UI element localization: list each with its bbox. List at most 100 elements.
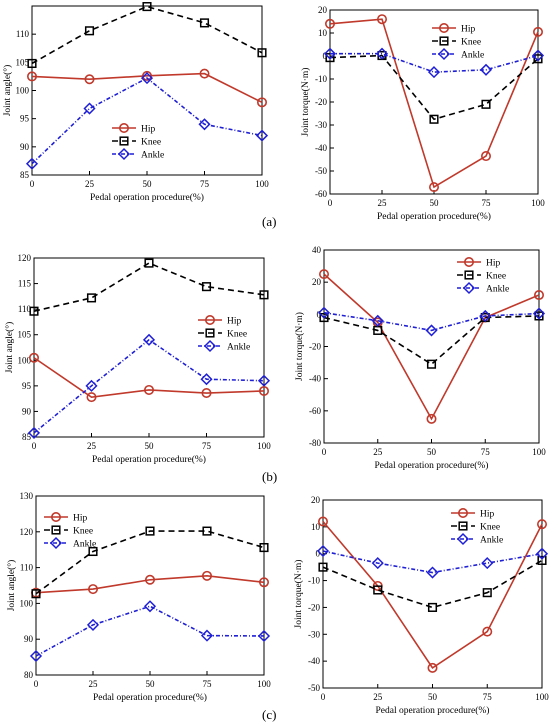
x-tick-label: 50 <box>427 447 437 457</box>
data-point-hip <box>318 269 329 280</box>
legend: Hip Knee Ankle <box>457 256 509 295</box>
data-point-ankle <box>200 373 213 386</box>
data-point-ankle <box>86 618 100 631</box>
x-tick-label: 50 <box>143 179 153 189</box>
y-tick-label: -80 <box>309 438 321 448</box>
y-tick-label: -40 <box>315 143 327 153</box>
legend-marker <box>457 507 468 518</box>
legend-label: Hip <box>141 125 156 135</box>
series-line-knee <box>35 530 265 595</box>
legend-label: Ankle <box>480 536 503 546</box>
data-point-knee <box>426 359 437 369</box>
data-point-hip <box>258 577 269 588</box>
y-tick-label: 85 <box>20 170 30 180</box>
series-hip <box>26 68 267 108</box>
x-tick-label: 25 <box>89 679 99 689</box>
data-point-knee <box>88 546 98 557</box>
legend-label: Hip <box>461 25 476 35</box>
legend-marker <box>51 525 61 535</box>
series-ankle <box>27 333 271 439</box>
y-axis-label: Joint angle(°) <box>2 65 13 117</box>
x-tick-label: 100 <box>257 679 271 689</box>
x-tick-label: 0 <box>34 679 39 689</box>
y-tick-label: -30 <box>308 629 320 639</box>
data-point-knee <box>142 2 152 12</box>
series-line-knee <box>31 5 263 65</box>
x-tick-label: 100 <box>532 447 546 457</box>
y-axis-label: Joint angle(°) <box>4 322 15 374</box>
y-tick-label: 10 <box>318 28 328 38</box>
series-knee <box>31 526 269 599</box>
y-tick-label: 120 <box>18 253 32 263</box>
y-tick-label: -30 <box>315 120 327 130</box>
data-point-hip <box>26 71 37 82</box>
y-tick-label: 120 <box>20 527 34 537</box>
series-line-hip <box>322 520 543 669</box>
series-line-hip <box>35 575 265 594</box>
series-line-knee <box>322 559 543 609</box>
y-tick-label: 90 <box>24 634 34 644</box>
legend: Hip Knee Ankle <box>112 123 164 161</box>
data-point-knee <box>481 99 491 109</box>
data-point-hip <box>256 97 267 108</box>
series-ankle <box>323 47 545 79</box>
x-tick-label: 25 <box>85 179 95 189</box>
legend-label: Ankle <box>73 540 96 550</box>
y-tick-label: 95 <box>22 381 32 391</box>
series-line-ankle <box>35 605 265 657</box>
chart-2: 0 25 50 75 100 -60 -50 -40 -30 -20 -10 0 10 20 Pedal o… <box>300 5 545 222</box>
data-point-ankle <box>142 333 156 346</box>
series-line-ankle <box>330 52 539 73</box>
data-point-knee <box>319 313 329 323</box>
data-point-ankle <box>143 600 157 613</box>
plot-frame <box>322 499 543 689</box>
y-tick-label: -20 <box>315 97 327 107</box>
series-knee <box>319 311 544 369</box>
data-point-knee <box>259 290 269 300</box>
data-point-hip <box>482 626 493 637</box>
series-knee <box>29 258 269 316</box>
legend-marker <box>437 47 451 61</box>
data-point-hip <box>28 352 39 363</box>
x-tick-label: 25 <box>87 441 97 451</box>
chart-6: 0 25 50 75 100 -50 -40 -30 -20 -10 0 10 20 Pedal oper… <box>293 495 549 716</box>
x-tick-label: 0 <box>328 198 333 208</box>
data-point-hip <box>427 662 438 673</box>
data-point-ankle <box>375 47 389 60</box>
y-tick-label: -50 <box>308 683 320 693</box>
legend-marker <box>458 521 468 531</box>
y-tick-label: 10 <box>311 522 321 532</box>
series-hip <box>324 14 543 193</box>
legend-label: Hip <box>73 514 88 524</box>
data-point-ankle <box>316 544 330 558</box>
data-point-ankle <box>481 557 494 570</box>
legend-label: Knee <box>73 527 93 537</box>
panel-label-c: (c) <box>262 707 277 722</box>
x-tick-label: 100 <box>535 692 549 702</box>
y-tick-label: 115 <box>18 279 32 289</box>
data-point-ankle <box>83 102 96 115</box>
legend-marker <box>49 536 63 550</box>
panel-label-a: (a) <box>262 214 277 229</box>
x-tick-label: 75 <box>482 198 492 208</box>
legend-marker <box>203 339 217 353</box>
legend-marker <box>463 256 474 267</box>
y-axis-label: Joint torque(N·m) <box>293 560 304 629</box>
data-point-ankle <box>85 379 98 392</box>
data-point-knee <box>259 543 269 553</box>
legend-label: Hip <box>227 317 242 327</box>
data-point-ankle <box>257 374 271 387</box>
legend-marker <box>205 328 215 338</box>
data-point-knee <box>429 114 439 124</box>
series-line-hip <box>323 273 540 421</box>
y-tick-label: 110 <box>16 29 30 39</box>
legend: Hip Knee Ankle <box>451 507 503 546</box>
panel-label-b: (b) <box>262 469 278 484</box>
data-point-hip <box>376 14 387 25</box>
data-point-knee <box>201 282 212 292</box>
y-tick-label: -60 <box>315 189 327 199</box>
legend-marker <box>462 281 476 295</box>
data-point-knee <box>202 526 212 536</box>
data-point-knee <box>29 306 39 316</box>
x-axis-label: Pedal operation procedure(%) <box>93 692 207 703</box>
